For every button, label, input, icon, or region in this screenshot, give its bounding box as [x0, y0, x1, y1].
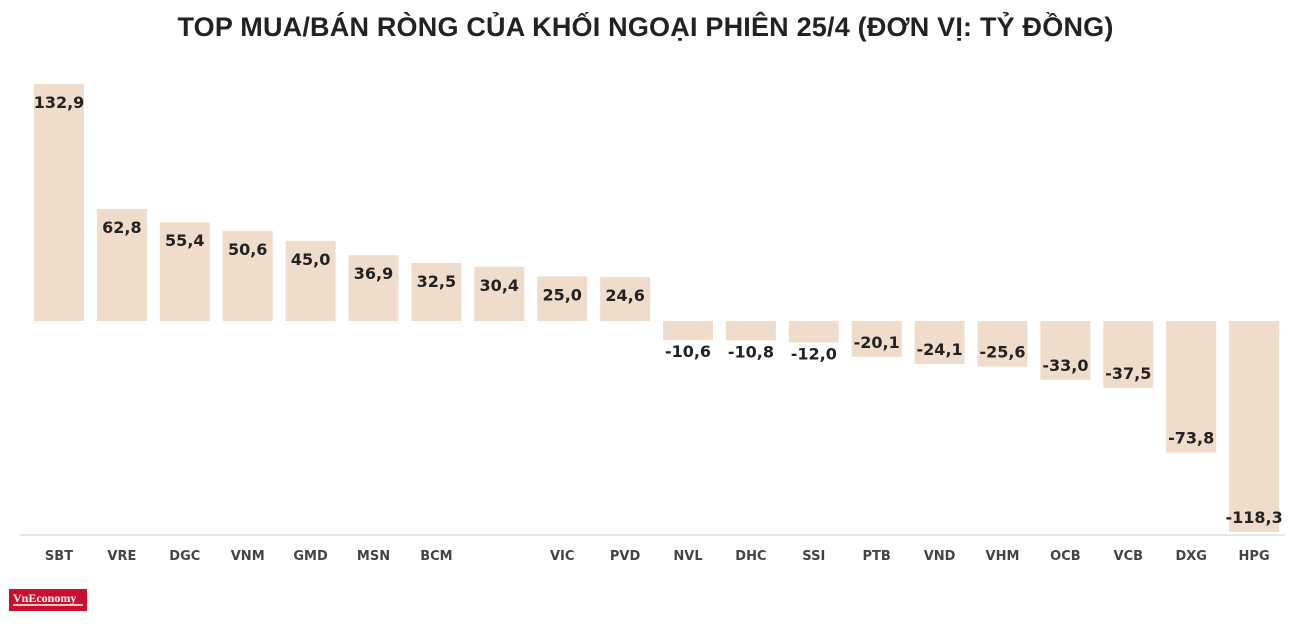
x-tick-pvd: PVD [610, 549, 641, 564]
logo-underline [13, 604, 83, 606]
bar-bcm [411, 263, 462, 321]
bar-msn [348, 255, 399, 321]
value-label-hpg: -118,3 [1225, 508, 1282, 527]
x-tick-vnm: VNM [231, 549, 265, 564]
x-tick-hpg: HPG [1239, 549, 1270, 564]
value-label-vcb: -37,5 [1105, 364, 1151, 383]
x-tick-gmd: GMD [293, 549, 328, 564]
x-tick-ptb: PTB [863, 549, 891, 564]
value-label-vic: 25,0 [542, 285, 581, 304]
bar-vhm [977, 321, 1028, 367]
bar-dxg [1166, 321, 1217, 453]
vneconomy-logo: VnEconomy [9, 589, 87, 611]
value-label-ssi: -12,0 [791, 344, 837, 363]
x-tick-msn: MSN [357, 549, 390, 564]
bar-vre [96, 209, 147, 321]
bar-ocb [1040, 321, 1091, 380]
value-labels-group: 132,9 62,8 55,4 50,6 45,0 36,9 32,5 30,4 25,0 24,… [34, 93, 1283, 527]
value-label-pvd: 24,6 [605, 286, 644, 305]
bar-dgc [159, 222, 210, 321]
bar-ssi [788, 321, 839, 343]
bar-unlabeled [474, 266, 525, 321]
value-label-gmd: 45,0 [291, 250, 330, 269]
value-label-sbt: 132,9 [34, 93, 85, 112]
value-label-vnd: -24,1 [917, 340, 963, 359]
x-tick-dxg: DXG [1175, 549, 1206, 564]
logo-text: VnEconomy [13, 591, 77, 605]
value-label-nvl: -10,6 [665, 342, 711, 361]
x-tick-sbt: SBT [45, 549, 73, 564]
x-tick-labels-group: SBT VRE DGC VNM GMD MSN BCM VIC PVD NVL DHC SSI PTB V… [45, 549, 1270, 564]
value-label-vre: 62,8 [102, 218, 141, 237]
bar-ptb [851, 321, 902, 357]
bar-vnm [222, 230, 273, 321]
value-label-unlabeled: 30,4 [480, 276, 519, 295]
value-label-ptb: -20,1 [854, 333, 900, 352]
x-tick-nvl: NVL [673, 549, 702, 564]
bar-dhc [725, 321, 776, 341]
value-label-dxg: -73,8 [1168, 429, 1214, 448]
bars-group [34, 84, 1280, 532]
x-tick-vhm: VHM [986, 549, 1020, 564]
value-label-vhm: -25,6 [979, 343, 1025, 362]
bar-hpg [1229, 321, 1280, 532]
x-tick-vre: VRE [107, 549, 136, 564]
value-label-dgc: 55,4 [165, 231, 204, 250]
chart-title: TOP MUA/BÁN RÒNG CỦA KHỐI NGOẠI PHIÊN 25… [177, 12, 1114, 42]
bar-vic [537, 276, 588, 321]
bar-sbt [34, 84, 84, 321]
x-tick-vic: VIC [550, 549, 574, 564]
bar-pvd [600, 277, 651, 321]
x-tick-ssi: SSI [802, 549, 825, 564]
bar-vnd [914, 321, 965, 364]
x-tick-dgc: DGC [169, 549, 200, 564]
bar-nvl [663, 321, 713, 340]
value-label-dhc: -10,8 [728, 342, 774, 361]
x-tick-dhc: DHC [735, 549, 766, 564]
value-label-msn: 36,9 [354, 264, 393, 283]
x-tick-ocb: OCB [1050, 549, 1081, 564]
x-tick-vnd: VND [924, 549, 956, 564]
bar-vcb [1103, 321, 1154, 388]
value-label-bcm: 32,5 [417, 272, 456, 291]
x-tick-vcb: VCB [1114, 549, 1144, 564]
value-label-ocb: -33,0 [1042, 356, 1088, 375]
value-label-vnm: 50,6 [228, 240, 267, 259]
x-tick-bcm: BCM [420, 549, 452, 564]
bar-gmd [285, 240, 336, 321]
